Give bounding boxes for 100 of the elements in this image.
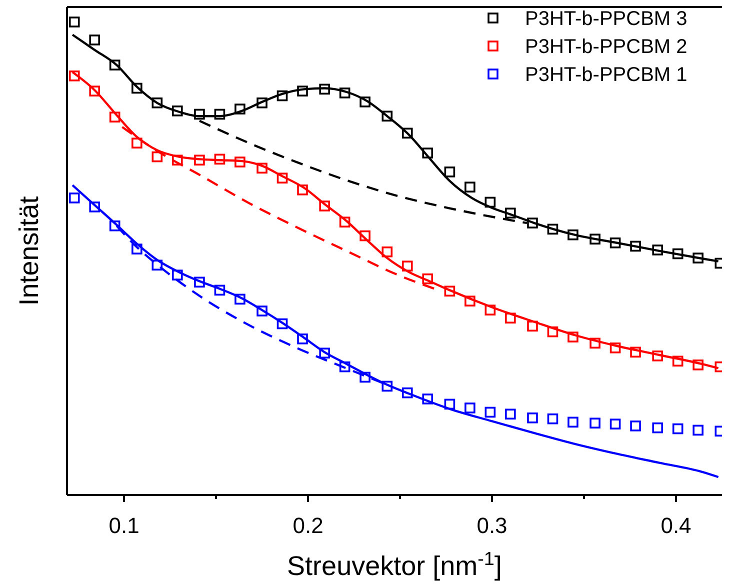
y-axis-title: Intensität — [14, 196, 44, 306]
point — [152, 151, 163, 162]
point — [382, 246, 393, 258]
point — [214, 284, 226, 296]
point — [234, 156, 246, 168]
point — [464, 296, 476, 306]
point — [68, 16, 80, 28]
point — [132, 82, 142, 94]
point — [672, 356, 684, 367]
point — [68, 192, 80, 204]
point — [256, 306, 268, 316]
point — [402, 128, 413, 139]
point — [568, 416, 578, 428]
point — [152, 260, 163, 271]
point — [422, 148, 434, 158]
point — [505, 408, 516, 420]
point — [505, 208, 516, 218]
point — [610, 418, 621, 430]
x-tick-label: 0.4 — [660, 513, 692, 538]
x-tick-label: 0.1 — [108, 513, 140, 538]
point — [319, 348, 330, 358]
point — [590, 338, 600, 349]
point — [339, 216, 350, 228]
point — [422, 394, 434, 404]
point — [132, 244, 142, 254]
point — [172, 154, 183, 166]
point — [276, 318, 288, 330]
x-tick-label: 0.3 — [476, 513, 508, 538]
point — [402, 387, 413, 398]
point — [402, 260, 413, 272]
point — [319, 200, 330, 212]
point — [444, 286, 456, 297]
point — [692, 252, 704, 264]
point — [568, 332, 578, 342]
point — [89, 34, 100, 46]
point — [590, 418, 600, 429]
point — [194, 154, 205, 166]
point — [444, 398, 456, 410]
point — [297, 86, 308, 96]
point — [382, 110, 393, 122]
point — [652, 350, 664, 362]
point — [610, 342, 621, 354]
point — [590, 234, 600, 245]
point — [109, 112, 120, 122]
point — [109, 60, 120, 70]
point — [630, 346, 641, 358]
point — [547, 224, 558, 235]
point — [672, 248, 684, 260]
point — [297, 334, 308, 344]
x-axis-title: Streuvektor [nm$^{-1}$] — [287, 548, 502, 581]
point — [132, 138, 142, 148]
point — [630, 420, 641, 432]
point — [527, 218, 538, 228]
point — [339, 88, 350, 98]
legend-label: P3HT-b-PPCBM 1 — [525, 64, 688, 86]
point — [484, 196, 496, 208]
point — [89, 202, 100, 212]
point — [339, 361, 350, 372]
point — [568, 229, 578, 240]
point — [152, 97, 163, 108]
point — [382, 380, 393, 392]
point — [464, 182, 476, 192]
point — [652, 422, 664, 434]
legend-label: P3HT-b-PPCBM 2 — [525, 36, 688, 58]
point — [360, 96, 370, 108]
point — [484, 304, 496, 316]
point — [68, 70, 80, 82]
point — [630, 240, 641, 252]
point — [547, 413, 558, 424]
point — [547, 326, 558, 338]
point — [172, 106, 183, 116]
point — [652, 244, 664, 256]
point — [692, 424, 704, 436]
point — [256, 97, 268, 108]
point — [484, 406, 496, 418]
point — [214, 108, 226, 120]
point — [276, 172, 288, 184]
legend-label: P3HT-b-PPCBM 3 — [525, 8, 688, 30]
point — [527, 412, 538, 424]
point — [672, 423, 684, 434]
x-tick-label: 0.2 — [292, 513, 324, 538]
point — [234, 294, 246, 305]
point — [464, 402, 476, 414]
point — [172, 270, 183, 280]
point — [276, 90, 288, 102]
point — [234, 104, 246, 114]
point — [422, 273, 434, 284]
point — [610, 237, 621, 248]
point — [256, 162, 268, 174]
point — [444, 166, 456, 178]
point — [194, 276, 205, 288]
point — [360, 230, 370, 242]
point — [505, 312, 516, 324]
point — [214, 154, 226, 165]
point — [527, 320, 538, 332]
point — [692, 360, 704, 370]
point — [89, 86, 100, 96]
point — [319, 84, 330, 95]
point — [297, 184, 308, 196]
point — [109, 220, 120, 232]
